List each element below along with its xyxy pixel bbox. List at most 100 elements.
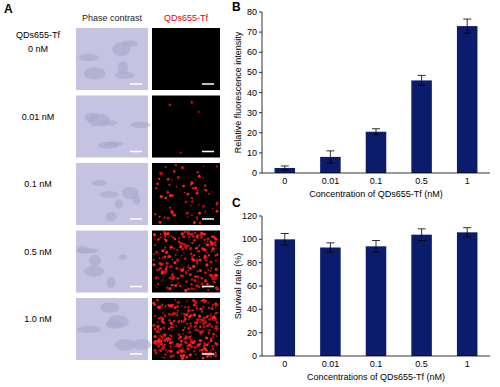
fluorescent-dot	[212, 315, 215, 318]
fluorescent-dot	[154, 213, 156, 215]
fluorescent-dot	[215, 260, 217, 262]
fluorescent-dot	[154, 340, 157, 343]
y-tick	[259, 173, 262, 174]
fluorescent-dot	[197, 190, 199, 192]
fluorescent-dot	[161, 343, 163, 345]
fluorescent-dot	[192, 299, 195, 302]
fluorescent-dot	[187, 231, 190, 234]
fluorescent-dot	[217, 253, 219, 255]
fluorescent-dot	[186, 336, 189, 339]
cell-texture	[119, 254, 127, 259]
fluorescent-dot	[164, 314, 165, 315]
fluorescent-dot	[203, 344, 206, 347]
y-tick	[259, 112, 262, 113]
fluorescent-dot	[167, 351, 168, 352]
fluorescent-dot	[196, 236, 198, 238]
fluorescent-dot	[204, 211, 206, 213]
fluorescent-dot	[204, 239, 206, 241]
fluorescent-dot	[185, 280, 188, 283]
x-tick-label: 0.5	[415, 359, 428, 369]
fluorescent-dot	[189, 331, 191, 333]
phase-image	[76, 163, 148, 225]
fluorescent-dot	[170, 246, 173, 249]
fluorescent-dot	[165, 166, 167, 168]
fluorescent-dot	[173, 170, 175, 172]
cell-texture	[92, 180, 107, 186]
column-header: QDs655-Tf	[164, 13, 209, 23]
fluorescent-dot	[189, 247, 192, 250]
fluorescent-dot	[191, 258, 194, 261]
fluorescent-dot	[203, 189, 204, 190]
fluorescent-dot	[155, 278, 157, 280]
fluorescent-dot	[173, 346, 175, 348]
error-bar	[418, 75, 426, 85]
scale-bar	[130, 286, 142, 288]
fluorescent-dot	[198, 175, 201, 178]
fluorescent-dot	[211, 247, 214, 250]
fluorescent-dot	[203, 257, 205, 259]
cell-texture	[132, 194, 140, 204]
fluorescent-dot	[165, 251, 168, 254]
fluorescent-dot	[174, 284, 177, 287]
column-header: Phase contrast	[82, 13, 143, 23]
fluorescent-dot	[187, 270, 188, 271]
cell-texture	[77, 326, 101, 333]
fluorescent-dot	[201, 349, 203, 351]
y-tick-label: 0	[252, 168, 257, 178]
fluorescent-dot	[205, 189, 208, 192]
x-tick-label: 0.1	[370, 176, 383, 186]
bars	[275, 19, 478, 173]
fluorescent-dot	[198, 250, 200, 252]
fluorescent-dot	[187, 216, 189, 218]
y-tick	[259, 332, 262, 333]
fluorescent-dot	[181, 320, 183, 322]
fluorescent-dot	[216, 268, 218, 270]
y-tick	[259, 286, 262, 287]
fluorescent-dot	[190, 205, 191, 206]
scale-bar	[202, 218, 214, 220]
fluorescent-dot	[199, 326, 201, 328]
fluorescent-dot	[196, 259, 199, 262]
fluorescent-dot	[177, 310, 179, 312]
fluorescent-dot	[200, 277, 203, 280]
fluorescent-dot	[206, 259, 207, 260]
fluorescent-dot	[170, 248, 171, 249]
fluorescent-dot	[192, 187, 195, 190]
fluorescent-dot	[214, 241, 216, 243]
fluorescent-dot	[213, 251, 214, 252]
fluorescent-dot	[184, 320, 186, 322]
fluorescent-dot	[160, 263, 162, 265]
fluorescent-dot	[180, 242, 183, 245]
fluorescent-dot	[176, 305, 179, 308]
fluorescent-dot	[195, 247, 198, 250]
fluorescent-dot	[183, 266, 184, 267]
y-tick-label: 40	[247, 304, 257, 314]
fluorescent-dot	[161, 357, 162, 358]
fluorescent-dot	[168, 319, 171, 322]
scale-bar	[202, 353, 214, 355]
fluorescent-dot	[182, 348, 183, 349]
fluorescent-dot	[184, 247, 185, 248]
fluorescent-dot	[181, 166, 184, 169]
fluorescent-dot	[211, 345, 213, 347]
fluorescent-dot	[210, 270, 212, 272]
fluorescent-dot	[212, 318, 214, 320]
fluorescent-dot	[196, 358, 197, 359]
fluorescent-dot	[197, 237, 199, 239]
fluorescent-dot	[194, 328, 197, 331]
fluorescent-dot	[166, 266, 168, 268]
fluorescent-dot	[201, 319, 203, 321]
fluorescent-dot	[215, 343, 218, 346]
cell-texture	[84, 67, 106, 79]
fluorescent-dot	[199, 244, 201, 246]
cell-texture	[89, 255, 101, 267]
y-axis-label: Survival rate (%)	[233, 253, 243, 320]
fluorescent-dot	[185, 313, 188, 316]
error-bar	[326, 151, 334, 163]
fluorescent-dot	[168, 328, 170, 330]
cell-texture	[84, 113, 98, 122]
fluorescent-dot	[180, 354, 183, 357]
fluorescent-dot	[184, 231, 187, 234]
fluorescent-dot	[206, 315, 209, 318]
fluorescent-dot	[169, 104, 172, 107]
